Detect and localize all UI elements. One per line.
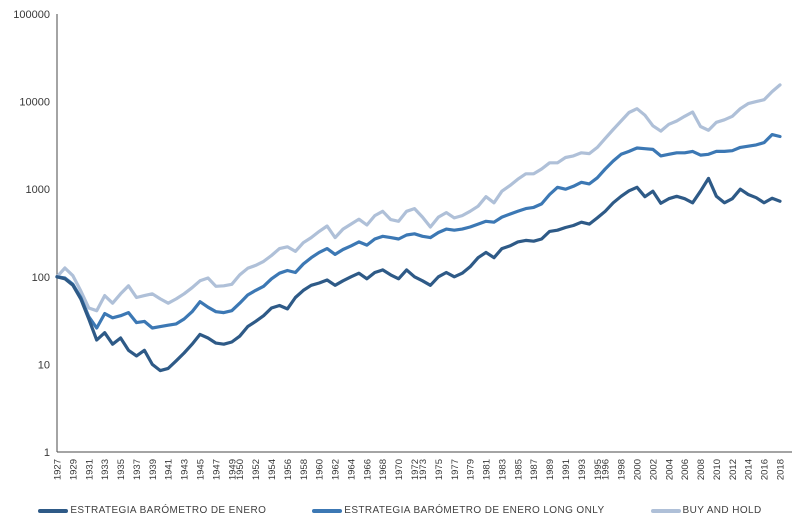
legend-item-long-only: ESTRATEGIA BARÓMETRO DE ENERO LONG ONLY [312, 505, 604, 516]
x-tick-label: 1949 [227, 459, 238, 480]
y-tick-label: 10000 [19, 97, 50, 109]
legend-swatch-dark-line [38, 508, 69, 513]
x-tick-label: 1998 [617, 459, 628, 480]
series-line-1 [55, 133, 782, 330]
legend-swatch-medium-line [312, 508, 343, 513]
x-tick-label: 1970 [394, 459, 405, 480]
axes [56, 14, 792, 453]
chart-legend: ESTRATEGIA BARÓMETRO DE ENERO ESTRATEGIA… [0, 505, 800, 516]
x-tick-label: 2018 [776, 459, 787, 480]
x-tick-label: 2002 [648, 459, 659, 480]
legend-item-estrategia: ESTRATEGIA BARÓMETRO DE ENERO [38, 505, 266, 516]
x-tick-label: 1954 [267, 459, 278, 480]
x-tick-label: 1935 [116, 459, 127, 480]
x-tick-label: 1960 [315, 459, 326, 480]
legend-label-buy-and-hold: BUY AND HOLD [682, 505, 762, 516]
series-line-0 [55, 176, 782, 373]
x-tick-label: 1962 [331, 459, 342, 480]
x-tick-label: 2012 [728, 459, 739, 480]
x-tick-label: 2006 [680, 459, 691, 480]
x-tick-label: 2000 [632, 459, 643, 480]
y-axis-labels: 1 10 100 1000 10000 100000 [13, 9, 50, 459]
x-tick-label: 1987 [529, 459, 540, 480]
x-tick-label: 1933 [100, 459, 111, 480]
x-tick-label: 1937 [132, 459, 143, 480]
x-tick-label: 2010 [712, 459, 723, 480]
line-chart: 1 10 100 1000 10000 100000 1927 1929 1931 1933 193… [13, 9, 792, 480]
x-tick-label: 1993 [577, 459, 588, 480]
x-tick-label: 1991 [561, 459, 572, 480]
x-tick-label: 1929 [68, 459, 79, 480]
x-tick-label: 1977 [450, 459, 461, 480]
x-tick-label: 1972 [410, 459, 421, 480]
x-tick-label: 2008 [696, 459, 707, 480]
x-tick-label: 1958 [299, 459, 310, 480]
x-tick-label: 1973 [418, 459, 429, 480]
x-tick-label: 1941 [164, 459, 175, 480]
x-tick-label: 1968 [378, 459, 389, 480]
x-tick-label: 1927 [53, 459, 64, 480]
x-tick-label: 1989 [545, 459, 556, 480]
x-tick-label: 1956 [283, 459, 294, 480]
y-tick-label: 10 [38, 359, 50, 371]
x-tick-label: 2014 [744, 459, 755, 480]
x-tick-label: 2016 [760, 459, 771, 480]
y-tick-label: 1 [44, 447, 50, 459]
legend-label-estrategia: ESTRATEGIA BARÓMETRO DE ENERO [70, 505, 267, 516]
x-tick-label: 1979 [466, 459, 477, 480]
x-tick-label: 1931 [84, 459, 95, 480]
x-tick-label: 1981 [482, 459, 493, 480]
x-tick-label: 1995 [593, 459, 604, 480]
x-tick-label: 1939 [148, 459, 159, 480]
y-tick-label: 100 [32, 272, 50, 284]
y-tick-label: 100000 [13, 9, 50, 21]
series-line-2 [55, 83, 782, 313]
x-tick-label: 1966 [362, 459, 373, 480]
legend-item-buy-and-hold: BUY AND HOLD [650, 505, 762, 516]
x-tick-label: 1985 [513, 459, 524, 480]
x-tick-label: 1975 [434, 459, 445, 480]
x-tick-label: 1996 [601, 459, 612, 480]
x-tick-label: 1952 [251, 459, 262, 480]
x-tick-label: 1943 [180, 459, 191, 480]
legend-swatch-light-line [650, 508, 681, 513]
x-tick-label: 1945 [196, 459, 207, 480]
x-tick-label: 1983 [497, 459, 508, 480]
x-tick-label: 1950 [235, 459, 246, 480]
y-tick-label: 1000 [26, 184, 50, 196]
x-tick-label: 2004 [664, 459, 675, 480]
x-tick-label: 1947 [211, 459, 222, 480]
x-axis-labels: 1927 1929 1931 1933 1935 1937 1939 1941 1943 1945… [53, 459, 787, 480]
legend-label-long-only: ESTRATEGIA BARÓMETRO DE ENERO LONG ONLY [344, 505, 605, 516]
x-tick-label: 1964 [346, 459, 357, 480]
